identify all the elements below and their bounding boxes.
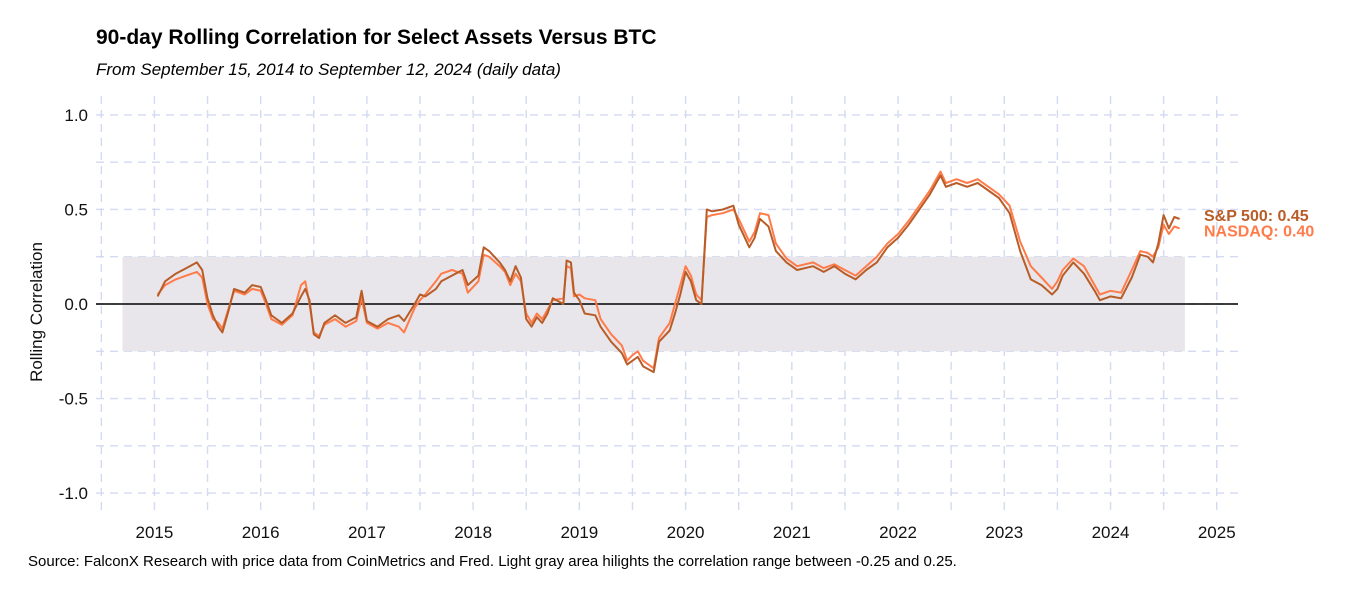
y-tick-label: 0.0: [64, 295, 88, 314]
y-tick-label: -1.0: [59, 484, 88, 503]
end-label-s-p-500: S&P 500: 0.45: [1204, 208, 1309, 225]
x-tick-label: 2019: [560, 523, 598, 542]
y-tick-label: 1.0: [64, 106, 88, 125]
x-tick-label: 2022: [879, 523, 917, 542]
series-line-s-p-500: [156, 174, 1180, 374]
chart-subtitle: From September 15, 2014 to September 12,…: [96, 60, 561, 79]
x-tick-label: 2017: [348, 523, 386, 542]
x-tick-label: 2020: [667, 523, 705, 542]
series-layer: [156, 170, 1180, 374]
axis-layer: 1.0 0.5 0.0 -0.5 -1.0 2015 2016 2017 2018 2019 202…: [27, 106, 1236, 542]
x-tick-label: 2016: [242, 523, 280, 542]
end-label-nasdaq: NASDAQ: 0.40: [1204, 223, 1314, 240]
x-tick-label: 2025: [1198, 523, 1236, 542]
x-tick-label: 2015: [136, 523, 174, 542]
x-tick-label: 2023: [985, 523, 1023, 542]
chart-title: 90-day Rolling Correlation for Select As…: [96, 26, 657, 49]
source-caption: Source: FalconX Research with price data…: [28, 553, 957, 570]
x-tick-label: 2024: [1092, 523, 1130, 542]
x-tick-label: 2021: [773, 523, 811, 542]
y-tick-label: -0.5: [59, 390, 88, 409]
x-tick-label: 2018: [454, 523, 492, 542]
y-axis-title: Rolling Correlation: [27, 242, 46, 382]
y-tick-label: 0.5: [64, 200, 88, 219]
